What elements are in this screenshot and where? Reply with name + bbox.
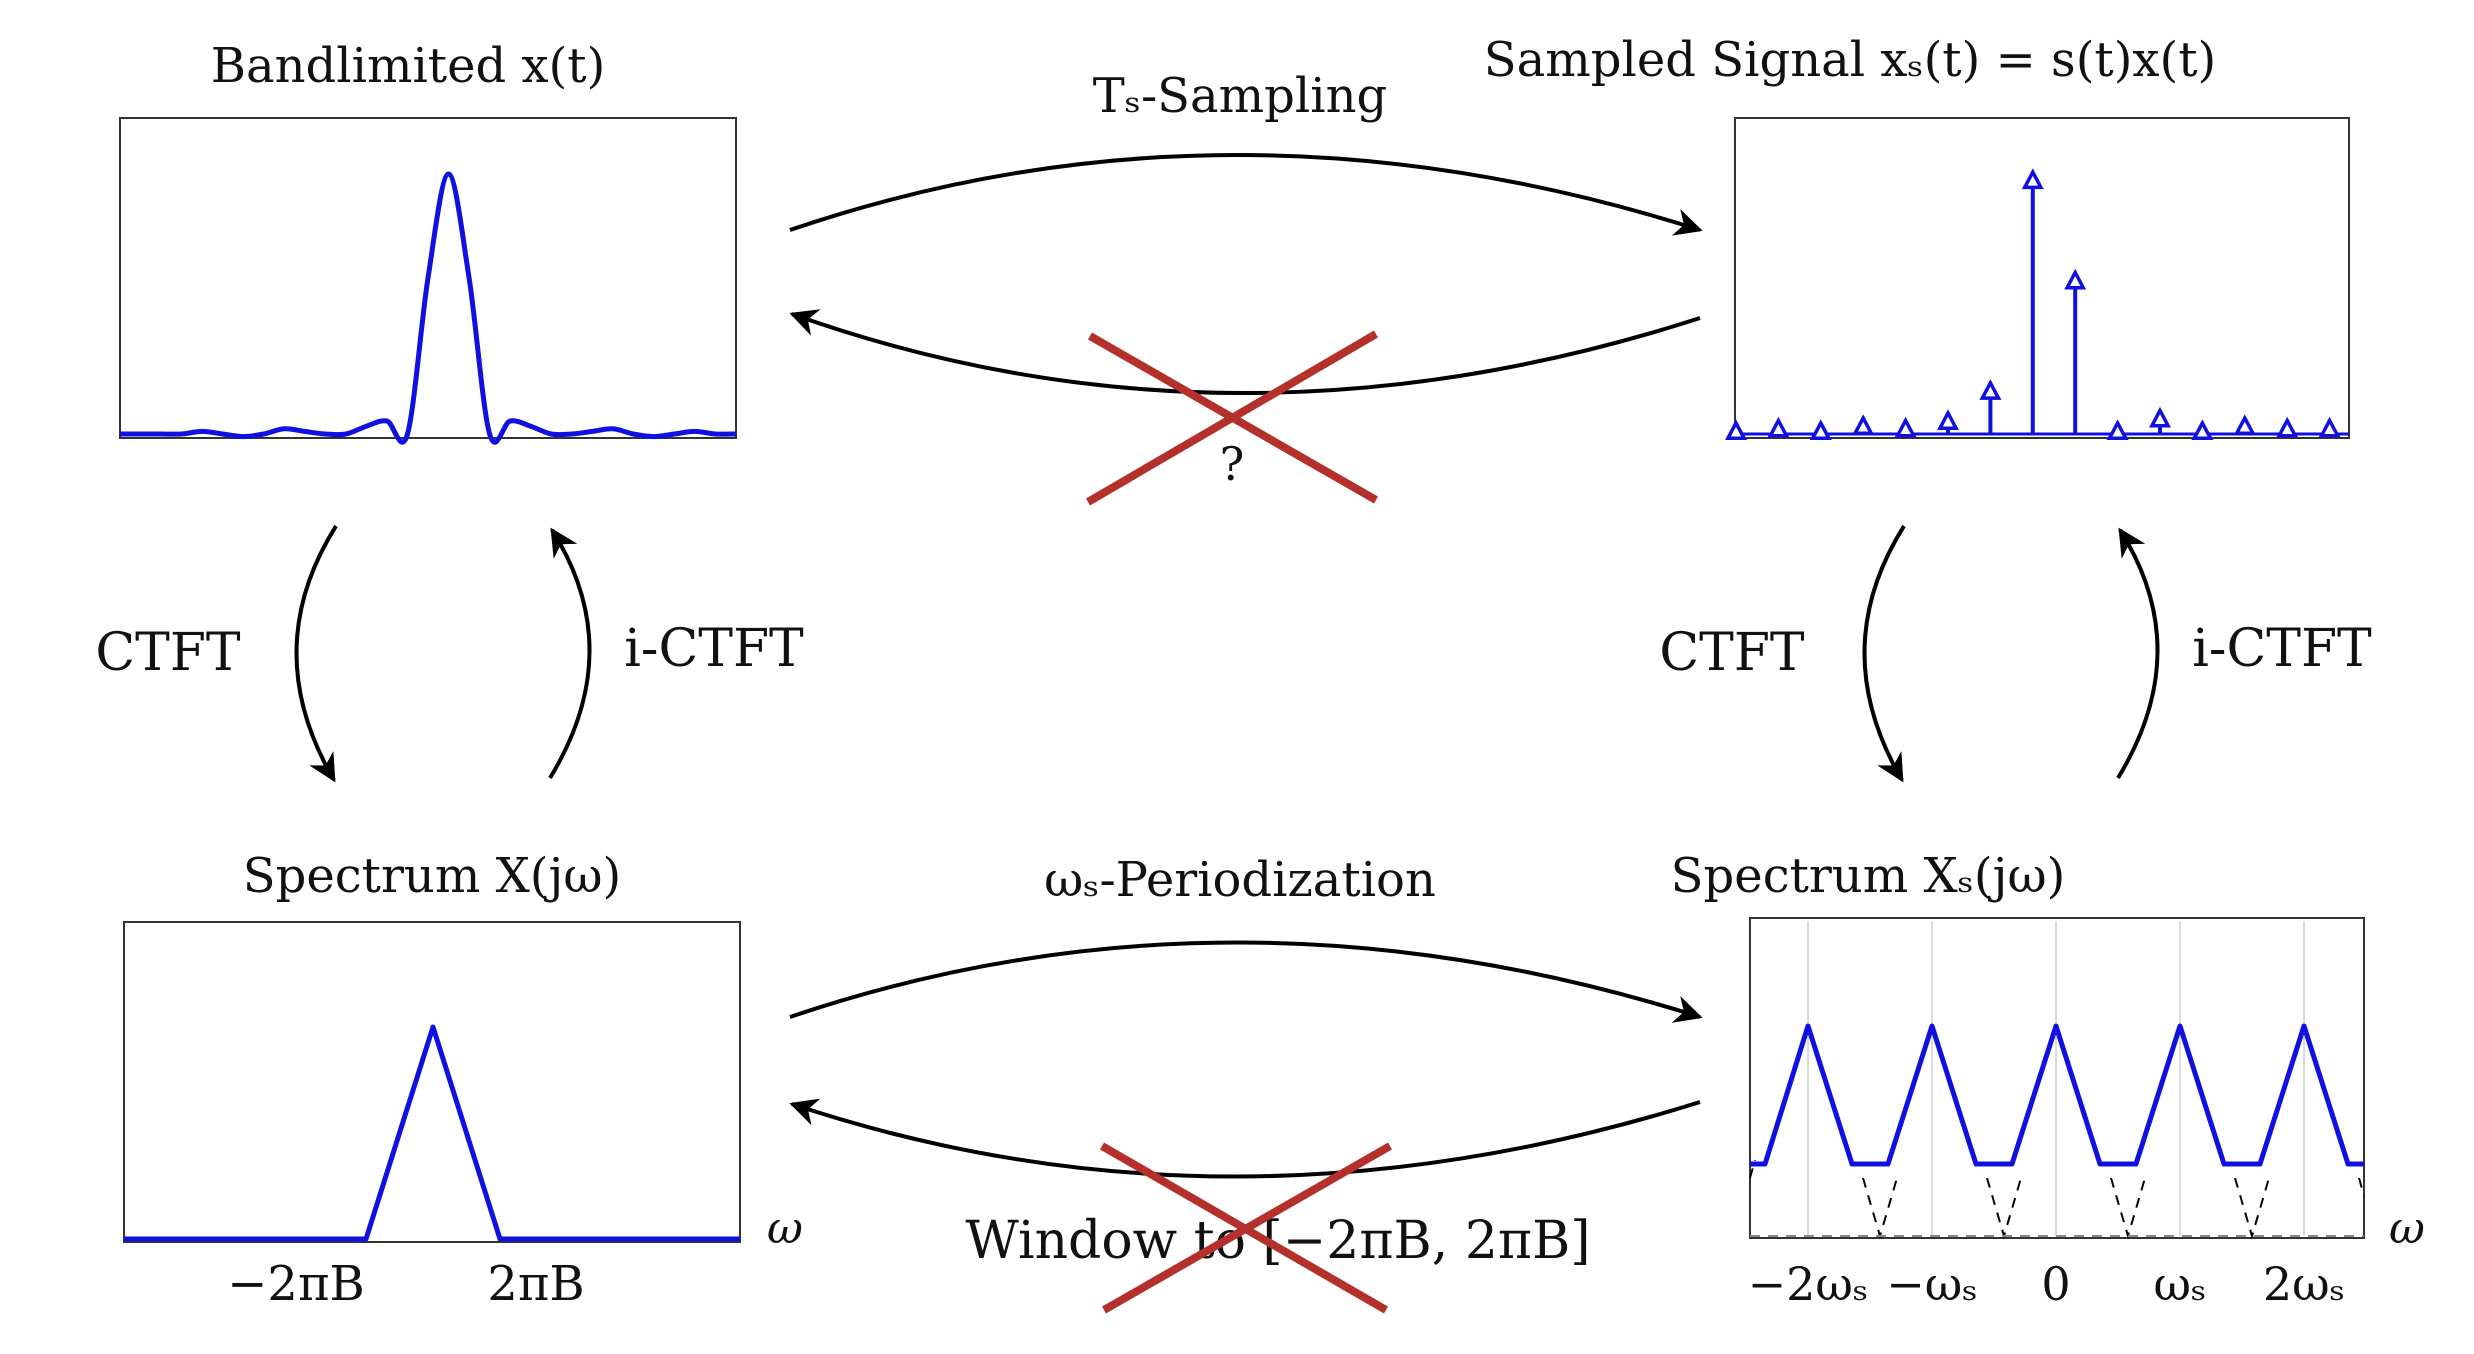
- tr-stems: [1724, 168, 2341, 441]
- ictft-left-label: i-CTFT: [624, 619, 804, 679]
- br-panel-frame: [1749, 917, 2365, 1239]
- tl-panel-title: Bandlimited x(t): [211, 38, 606, 94]
- ctft-right-arrow: [1862, 524, 1906, 783]
- stem-marker: [1936, 409, 1960, 431]
- ictft-right-arrow: [2116, 527, 2160, 780]
- top-cross-stroke-2: [1085, 330, 1379, 506]
- ctft-right-label: CTFT: [1659, 623, 1805, 683]
- bl-spectrum-curve: [124, 1024, 740, 1242]
- sampling-label: Tₛ-Sampling: [1093, 68, 1388, 124]
- stem-marker: [1894, 416, 1917, 438]
- bl-panel-title: Spectrum X(jω): [243, 848, 621, 904]
- stem-marker: [2021, 168, 2044, 190]
- br-spectrum-curve: [1750, 1023, 2364, 1167]
- br-grid: [1807, 922, 2305, 1236]
- stem-marker: [2191, 419, 2214, 441]
- reconstruction-arrow: [789, 309, 1701, 395]
- br-tick-neg1: −ωₛ: [1886, 1257, 1978, 1311]
- tr-panel-frame: [1734, 117, 2350, 439]
- br-omega-label: ω: [2389, 1203, 2425, 1254]
- ictft-left-arrow: [548, 527, 592, 780]
- stem-marker: [2148, 406, 2172, 428]
- window-arrow: [789, 1098, 1701, 1179]
- br-panel: ω −2ωₛ −ωₛ 0 ωₛ 2ωₛ: [1748, 917, 2425, 1311]
- br-panel-title: Spectrum Xₛ(jω): [1671, 848, 2066, 904]
- stem-marker: [1809, 419, 1832, 441]
- ctft-left-arrow: [294, 524, 338, 783]
- bl-panel: ω −2πB 2πB: [123, 921, 803, 1312]
- bl-tick-neg: −2πB: [227, 1256, 365, 1312]
- bl-tick-pos: 2πB: [487, 1256, 584, 1312]
- stem-marker: [1852, 414, 1875, 436]
- stem-marker: [1724, 419, 1748, 441]
- br-tick-zero: 0: [2041, 1257, 2070, 1311]
- bl-omega-label: ω: [767, 1203, 803, 1254]
- tl-panel: [119, 117, 737, 445]
- stem-marker: [1767, 416, 1790, 438]
- tl-panel-frame: [119, 117, 737, 439]
- bl-panel-frame: [123, 921, 741, 1243]
- periodization-arrow: [789, 940, 1703, 1023]
- br-dashed-tails: [1749, 1159, 2365, 1240]
- ictft-right-label: i-CTFT: [2192, 619, 2372, 679]
- stem-marker: [2276, 416, 2299, 438]
- ctft-left-label: CTFT: [95, 623, 241, 683]
- question-mark: ?: [1220, 437, 1245, 491]
- stem-marker: [1979, 379, 2002, 400]
- tr-panel-title: Sampled Signal xₛ(t) = s(t)x(t): [1484, 32, 2217, 88]
- tr-panel: [1724, 117, 2350, 441]
- br-tick-pos1: ωₛ: [2153, 1257, 2206, 1311]
- br-tick-neg2: −2ωₛ: [1748, 1257, 1869, 1311]
- sampling-arrow: [789, 153, 1703, 236]
- periodization-label: ωₛ-Periodization: [1044, 852, 1436, 908]
- stem-marker: [2318, 416, 2341, 438]
- tl-signal-curve: [120, 171, 737, 445]
- bottom-cross-stroke-2: [1102, 1142, 1392, 1314]
- stem-marker: [2233, 414, 2256, 436]
- br-tick-pos2: 2ωₛ: [2263, 1257, 2345, 1311]
- stem-marker: [2106, 419, 2129, 441]
- window-label: Window to [−2πB, 2πB]: [965, 1211, 1590, 1271]
- stem-marker: [2064, 268, 2087, 290]
